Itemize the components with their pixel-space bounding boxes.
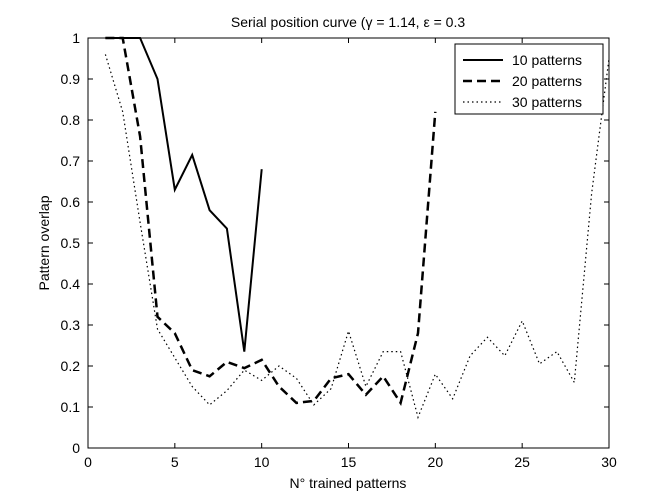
y-tick-label: 0.1: [61, 399, 81, 415]
x-axis-title: N° trained patterns: [290, 475, 407, 491]
x-tick-label: 15: [341, 454, 357, 470]
x-tick-label: 20: [428, 454, 444, 470]
plot-frame: [87, 37, 610, 449]
legend-label-20-patterns: 20 patterns: [512, 73, 582, 89]
chart-title: Serial position curve (γ = 1.14, ε = 0.3: [231, 14, 465, 30]
y-tick-label: 0.7: [61, 153, 81, 169]
legend-label-10-patterns: 10 patterns: [512, 52, 582, 68]
legend: 10 patterns 20 patterns 30 patterns: [454, 43, 604, 115]
y-tick-label: 0.4: [61, 276, 81, 292]
x-tick-label: 10: [254, 454, 270, 470]
y-tick-label: 0.5: [61, 235, 81, 251]
x-tick-label: 0: [84, 454, 92, 470]
y-tick-label: 0.2: [61, 358, 81, 374]
axis-ticks: 0 5 10 15 20 25 30 0 0.1 0.2 0.3 0.4 0.5 0.6 0.7 0.8 0.9…: [61, 30, 617, 470]
y-tick-label: 0: [72, 440, 80, 456]
legend-label-30-patterns: 30 patterns: [512, 94, 582, 110]
x-tick-label: 5: [171, 454, 179, 470]
series-line-20-patterns: [105, 36, 437, 406]
x-tick-label: 30: [601, 454, 617, 470]
series-line-30-patterns: [104, 54, 610, 420]
y-tick-label: 0.9: [61, 71, 81, 87]
y-tick-label: 1: [72, 30, 80, 46]
y-tick-label: 0.8: [61, 112, 81, 128]
y-tick-label: 0.6: [61, 194, 81, 210]
y-tick-label: 0.3: [61, 317, 81, 333]
x-tick-label: 25: [514, 454, 530, 470]
legend-box: [454, 43, 604, 115]
y-axis-title: Pattern overlap: [36, 195, 52, 290]
